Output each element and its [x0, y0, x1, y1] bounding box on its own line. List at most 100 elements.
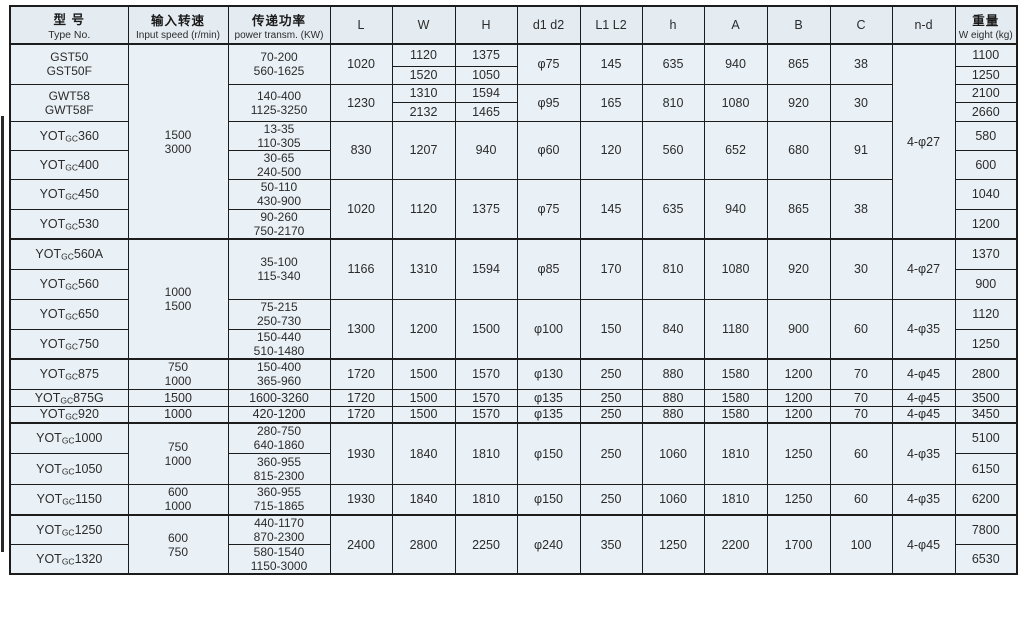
- table-row: YOTGC1320 580-1540 1150-3000 6530: [9, 544, 1018, 575]
- cell-W: 1840: [391, 422, 456, 485]
- header-input-speed-en: Input speed (r/min): [136, 29, 220, 41]
- model-part: 650: [78, 307, 99, 321]
- cell-speed: 750 1000: [127, 358, 229, 390]
- cell-line: 1000: [164, 499, 192, 514]
- cell-line: 240-500: [256, 164, 302, 179]
- table-row: YOTGC400 30-65 240-500 600: [9, 149, 1018, 180]
- cell-A: 1580: [703, 388, 768, 407]
- model-part: 875G: [73, 390, 104, 405]
- cell-weight: 3500: [954, 388, 1018, 407]
- cell-line: 580-1540: [253, 545, 305, 559]
- cell-line: 360-955: [256, 454, 302, 469]
- cell-power: 90-260 750-2170: [227, 208, 331, 240]
- cell-line: 1000: [164, 453, 192, 468]
- cell-speed: 600 1000: [127, 483, 229, 516]
- cell-power: 140-400 1125-3250: [227, 83, 331, 122]
- cell-line: 365-960: [256, 374, 302, 389]
- cell-weight: 1100: [954, 43, 1018, 67]
- header-W-label: W: [417, 18, 430, 32]
- cell-line: 150-440: [256, 329, 302, 344]
- cell-line: 750-2170: [253, 223, 305, 238]
- model-part: GC: [65, 281, 79, 292]
- cell-A: 1580: [703, 405, 768, 424]
- cell-weight: 3450: [954, 405, 1018, 424]
- cell-speed: 1500: [127, 388, 229, 407]
- table-row: YOTGC650 75-215 250-730 1300 1200 1500 φ100 150…: [9, 298, 1018, 360]
- cell-d1d2: φ135: [516, 388, 581, 407]
- model-part: YOT: [35, 247, 62, 262]
- cell-power: 75-215 250-730: [227, 298, 331, 330]
- model-part: 400: [78, 157, 99, 172]
- header-type-zh: 型 号: [53, 13, 85, 27]
- table-row: 2132 1465 2660: [10, 101, 1018, 122]
- cell-B: 920: [766, 238, 831, 300]
- cell-line: 600: [167, 530, 189, 545]
- cell-H: 1810: [454, 483, 518, 516]
- cell-nd: 4-φ45: [891, 514, 956, 575]
- cell-H: 1050: [454, 65, 518, 85]
- cell-h: 635: [641, 178, 705, 240]
- cell-W: 1310: [391, 238, 456, 300]
- cell-C: 30: [829, 238, 893, 300]
- cell-L1L2: 145: [579, 43, 643, 85]
- model-part: GC: [65, 341, 79, 352]
- cell-line: 750: [167, 544, 189, 559]
- cell-type: YOTGC400: [9, 149, 129, 180]
- model-part: YOT: [36, 552, 62, 566]
- cell-H: 1465: [454, 101, 518, 122]
- cell-B: 1250: [766, 422, 831, 485]
- model-part: GC: [65, 411, 79, 422]
- cell-d1d2: φ75: [516, 43, 581, 85]
- cell-nd: 4-φ35: [891, 422, 956, 485]
- cell-line: 3000: [164, 141, 192, 156]
- header-input-speed: 输入转速 Input speed (r/min): [127, 5, 229, 45]
- cell-A: 1810: [703, 483, 768, 516]
- cell-d1d2: φ60: [516, 120, 581, 180]
- cell-weight: 1200: [954, 208, 1018, 240]
- table-row: YOTGC920 1000 420-1200 1720 1500 1570 φ135 250 8…: [9, 405, 1018, 424]
- model-part: 1150: [75, 492, 102, 507]
- cell-B: 865: [766, 43, 831, 85]
- header-weight-en: W eight (kg): [958, 29, 1013, 41]
- cell-line: GWT58: [48, 88, 90, 103]
- cell-power: 580-1540 1150-3000: [227, 544, 331, 575]
- header-h-label: h: [669, 18, 677, 32]
- header-B: B: [766, 5, 831, 45]
- table-row: YOTGC875G 1500 1600-3260 1720 1500 1570 φ135 25…: [9, 388, 1018, 407]
- model-part: GC: [65, 221, 79, 232]
- cell-L1L2: 250: [579, 483, 643, 516]
- cell-W: 1200: [391, 298, 456, 360]
- header-L1L2-label: L1 L2: [595, 18, 627, 32]
- table-row: 1520 1050 1250: [10, 65, 1018, 85]
- cell-line: 715-1865: [253, 499, 305, 514]
- model-part: YOT: [39, 367, 66, 382]
- cell-H: 1570: [454, 405, 518, 424]
- cell-line: 280-750: [256, 424, 302, 439]
- cell-power: 13-35 110-305: [227, 120, 331, 151]
- header-nd: n-d: [891, 5, 956, 45]
- header-C-label: C: [856, 18, 866, 32]
- model-part: 360: [78, 128, 99, 143]
- cell-h: 840: [641, 298, 705, 360]
- cell-power: 440-1170 870-2300: [227, 514, 331, 545]
- cell-line: 1150-3000: [250, 559, 308, 573]
- header-power-en: power transm. (KW): [234, 29, 324, 41]
- cell-weight: 2660: [954, 101, 1018, 122]
- header-W: W: [391, 5, 456, 45]
- cell-L: 1930: [329, 422, 393, 485]
- table-row: YOTGC450 50-110 430-900 1020 1120 1375 φ75 145 6…: [9, 178, 1018, 240]
- cell-A: 1080: [703, 83, 768, 122]
- cell-line: 115-340: [257, 269, 301, 284]
- header-weight-zh: 重量: [972, 13, 1000, 28]
- cell-type: YOTGC560A: [9, 238, 129, 270]
- cell-line: 1500: [164, 127, 192, 142]
- table-row: YOTGC560A 1000 1500 35-100 115-340 1166 1310 15…: [9, 238, 1018, 360]
- cell-W: 1500: [391, 358, 456, 390]
- cell-L1L2: 120: [579, 120, 643, 180]
- cell-type: YOTGC875G: [9, 388, 129, 407]
- cell-d1d2: φ75: [516, 178, 581, 240]
- scan-edge-artifact: [1, 116, 4, 552]
- header-A-label: A: [731, 18, 740, 32]
- model-part: 750: [78, 336, 99, 351]
- model-part: 875: [78, 367, 99, 382]
